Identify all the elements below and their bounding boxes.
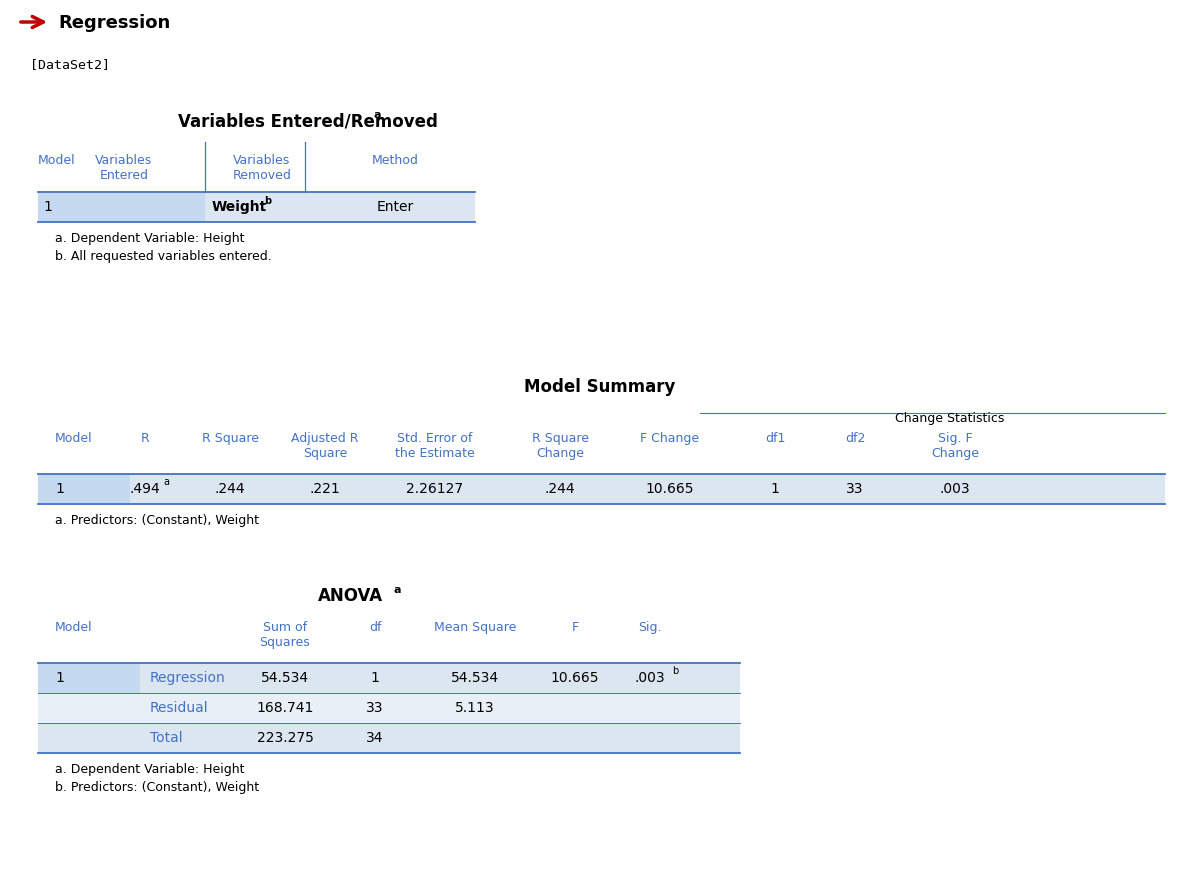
- Text: 33: 33: [846, 482, 864, 496]
- Text: ANOVA: ANOVA: [318, 587, 383, 605]
- Text: a: a: [373, 110, 380, 120]
- Text: 168.741: 168.741: [257, 701, 313, 715]
- Text: 1: 1: [371, 671, 379, 685]
- Text: b: b: [264, 196, 271, 206]
- Text: Model: Model: [55, 432, 92, 445]
- Text: .244: .244: [545, 482, 575, 496]
- Text: Variables
Removed: Variables Removed: [233, 154, 292, 182]
- Text: 33: 33: [366, 701, 384, 715]
- Text: b. All requested variables entered.: b. All requested variables entered.: [55, 250, 271, 263]
- Bar: [38, 192, 475, 222]
- Text: R Square
Change: R Square Change: [532, 432, 588, 460]
- Text: Method: Method: [372, 154, 419, 167]
- Text: Sig.: Sig.: [638, 621, 661, 634]
- Text: Model: Model: [55, 621, 92, 634]
- Text: 5.113: 5.113: [455, 701, 494, 715]
- Text: 2.26127: 2.26127: [407, 482, 463, 496]
- Text: a. Dependent Variable: Height: a. Dependent Variable: Height: [55, 232, 245, 245]
- Text: R Square: R Square: [202, 432, 258, 445]
- Bar: [38, 474, 130, 504]
- Text: Adjusted R
Square: Adjusted R Square: [292, 432, 359, 460]
- Bar: [38, 474, 1165, 504]
- Text: Model Summary: Model Summary: [524, 378, 676, 396]
- Text: .: .: [260, 200, 264, 214]
- Text: Std. Error of
the Estimate: Std. Error of the Estimate: [395, 432, 475, 460]
- Text: [DataSet2]: [DataSet2]: [30, 58, 110, 71]
- Text: b: b: [672, 666, 678, 676]
- Text: Regression: Regression: [150, 671, 226, 685]
- Text: Total: Total: [150, 731, 182, 745]
- Text: 223.275: 223.275: [257, 731, 313, 745]
- Text: a: a: [163, 477, 169, 487]
- Text: Mean Square: Mean Square: [434, 621, 516, 634]
- Text: F Change: F Change: [641, 432, 700, 445]
- Text: Sig. F
Change: Sig. F Change: [931, 432, 979, 460]
- Bar: [38, 663, 740, 693]
- Bar: [38, 723, 740, 753]
- Text: Change Statistics: Change Statistics: [895, 412, 1004, 425]
- Text: df1: df1: [764, 432, 785, 445]
- Text: .244: .244: [215, 482, 245, 496]
- Text: 34: 34: [366, 731, 384, 745]
- Text: R: R: [140, 432, 149, 445]
- Text: b. Predictors: (Constant), Weight: b. Predictors: (Constant), Weight: [55, 781, 259, 794]
- Text: 54.534: 54.534: [451, 671, 499, 685]
- Text: a. Predictors: (Constant), Weight: a. Predictors: (Constant), Weight: [55, 514, 259, 527]
- Text: 10.665: 10.665: [646, 482, 695, 496]
- Text: 1: 1: [770, 482, 780, 496]
- Text: 1: 1: [43, 200, 52, 214]
- Text: Model: Model: [38, 154, 76, 167]
- Text: Sum of
Squares: Sum of Squares: [259, 621, 311, 649]
- Text: Variables
Entered: Variables Entered: [95, 154, 152, 182]
- Text: a: a: [394, 585, 401, 595]
- Text: .003: .003: [635, 671, 665, 685]
- Text: 1: 1: [55, 482, 64, 496]
- Text: Enter: Enter: [377, 200, 414, 214]
- Text: .003: .003: [940, 482, 971, 496]
- Text: .494: .494: [130, 482, 161, 496]
- Text: 54.534: 54.534: [260, 671, 310, 685]
- Text: Regression: Regression: [58, 14, 170, 32]
- Text: F: F: [571, 621, 578, 634]
- Text: 1: 1: [55, 671, 64, 685]
- Text: df2: df2: [845, 432, 865, 445]
- Text: .221: .221: [310, 482, 341, 496]
- Bar: [38, 192, 205, 222]
- Bar: [38, 693, 740, 723]
- Text: Residual: Residual: [150, 701, 209, 715]
- Text: Weight: Weight: [212, 200, 268, 214]
- Bar: [38, 663, 140, 693]
- Text: df: df: [368, 621, 382, 634]
- Text: 10.665: 10.665: [551, 671, 599, 685]
- Text: Variables Entered/Removed: Variables Entered/Removed: [178, 112, 438, 130]
- Text: a. Dependent Variable: Height: a. Dependent Variable: Height: [55, 763, 245, 776]
